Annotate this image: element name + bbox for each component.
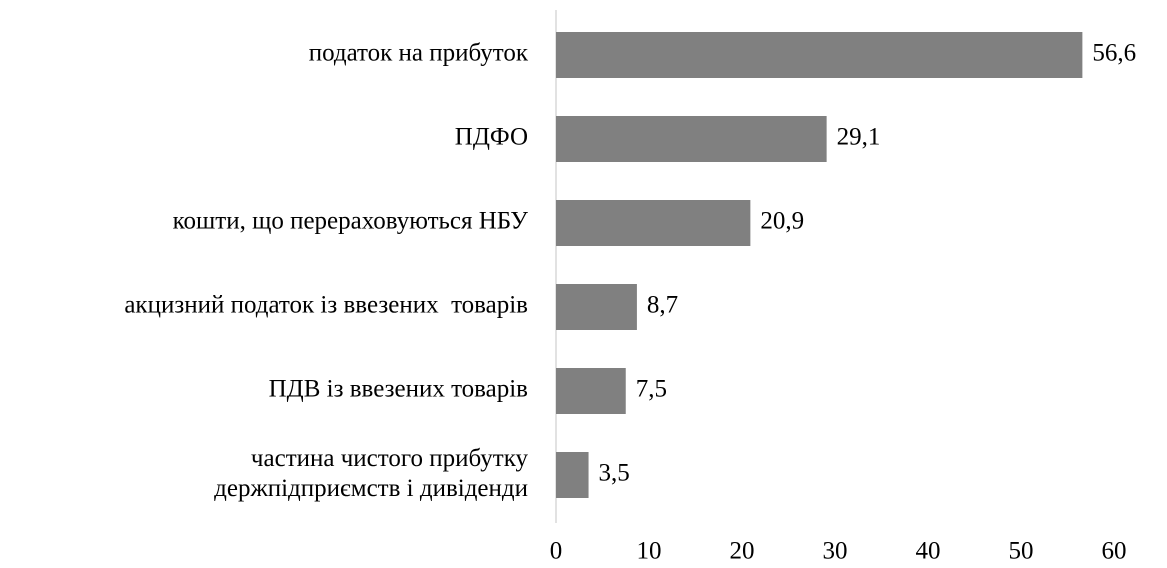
bar	[556, 368, 626, 414]
data-label: 7,5	[636, 376, 667, 403]
x-tick-label: 60	[1102, 538, 1127, 565]
y-tick-label: акцизний податок із ввезених товарів	[124, 292, 528, 319]
data-label: 20,9	[760, 208, 804, 235]
bar	[556, 284, 637, 330]
x-tick-label: 20	[730, 538, 755, 565]
bar	[556, 116, 827, 162]
bar	[556, 452, 589, 498]
data-label: 8,7	[647, 292, 678, 319]
y-tick-label: частина чистого прибутку держпідприємств …	[214, 445, 528, 502]
x-tick-label: 30	[823, 538, 848, 565]
y-tick-label: ПДВ із ввезених товарів	[269, 376, 528, 403]
y-tick-label: кошти, що перераховуються НБУ	[173, 208, 529, 235]
data-label: 29,1	[837, 124, 881, 151]
bar	[556, 200, 751, 246]
x-tick-label: 40	[916, 538, 941, 565]
x-tick-label: 0	[550, 538, 563, 565]
data-label: 56,6	[1092, 40, 1136, 67]
x-tick-label: 50	[1009, 538, 1034, 565]
y-tick-label: податок на прибуток	[309, 40, 529, 67]
x-tick-label: 10	[637, 538, 662, 565]
y-tick-label: ПДФО	[455, 124, 528, 151]
bar	[556, 32, 1083, 78]
data-label: 3,5	[599, 460, 630, 487]
